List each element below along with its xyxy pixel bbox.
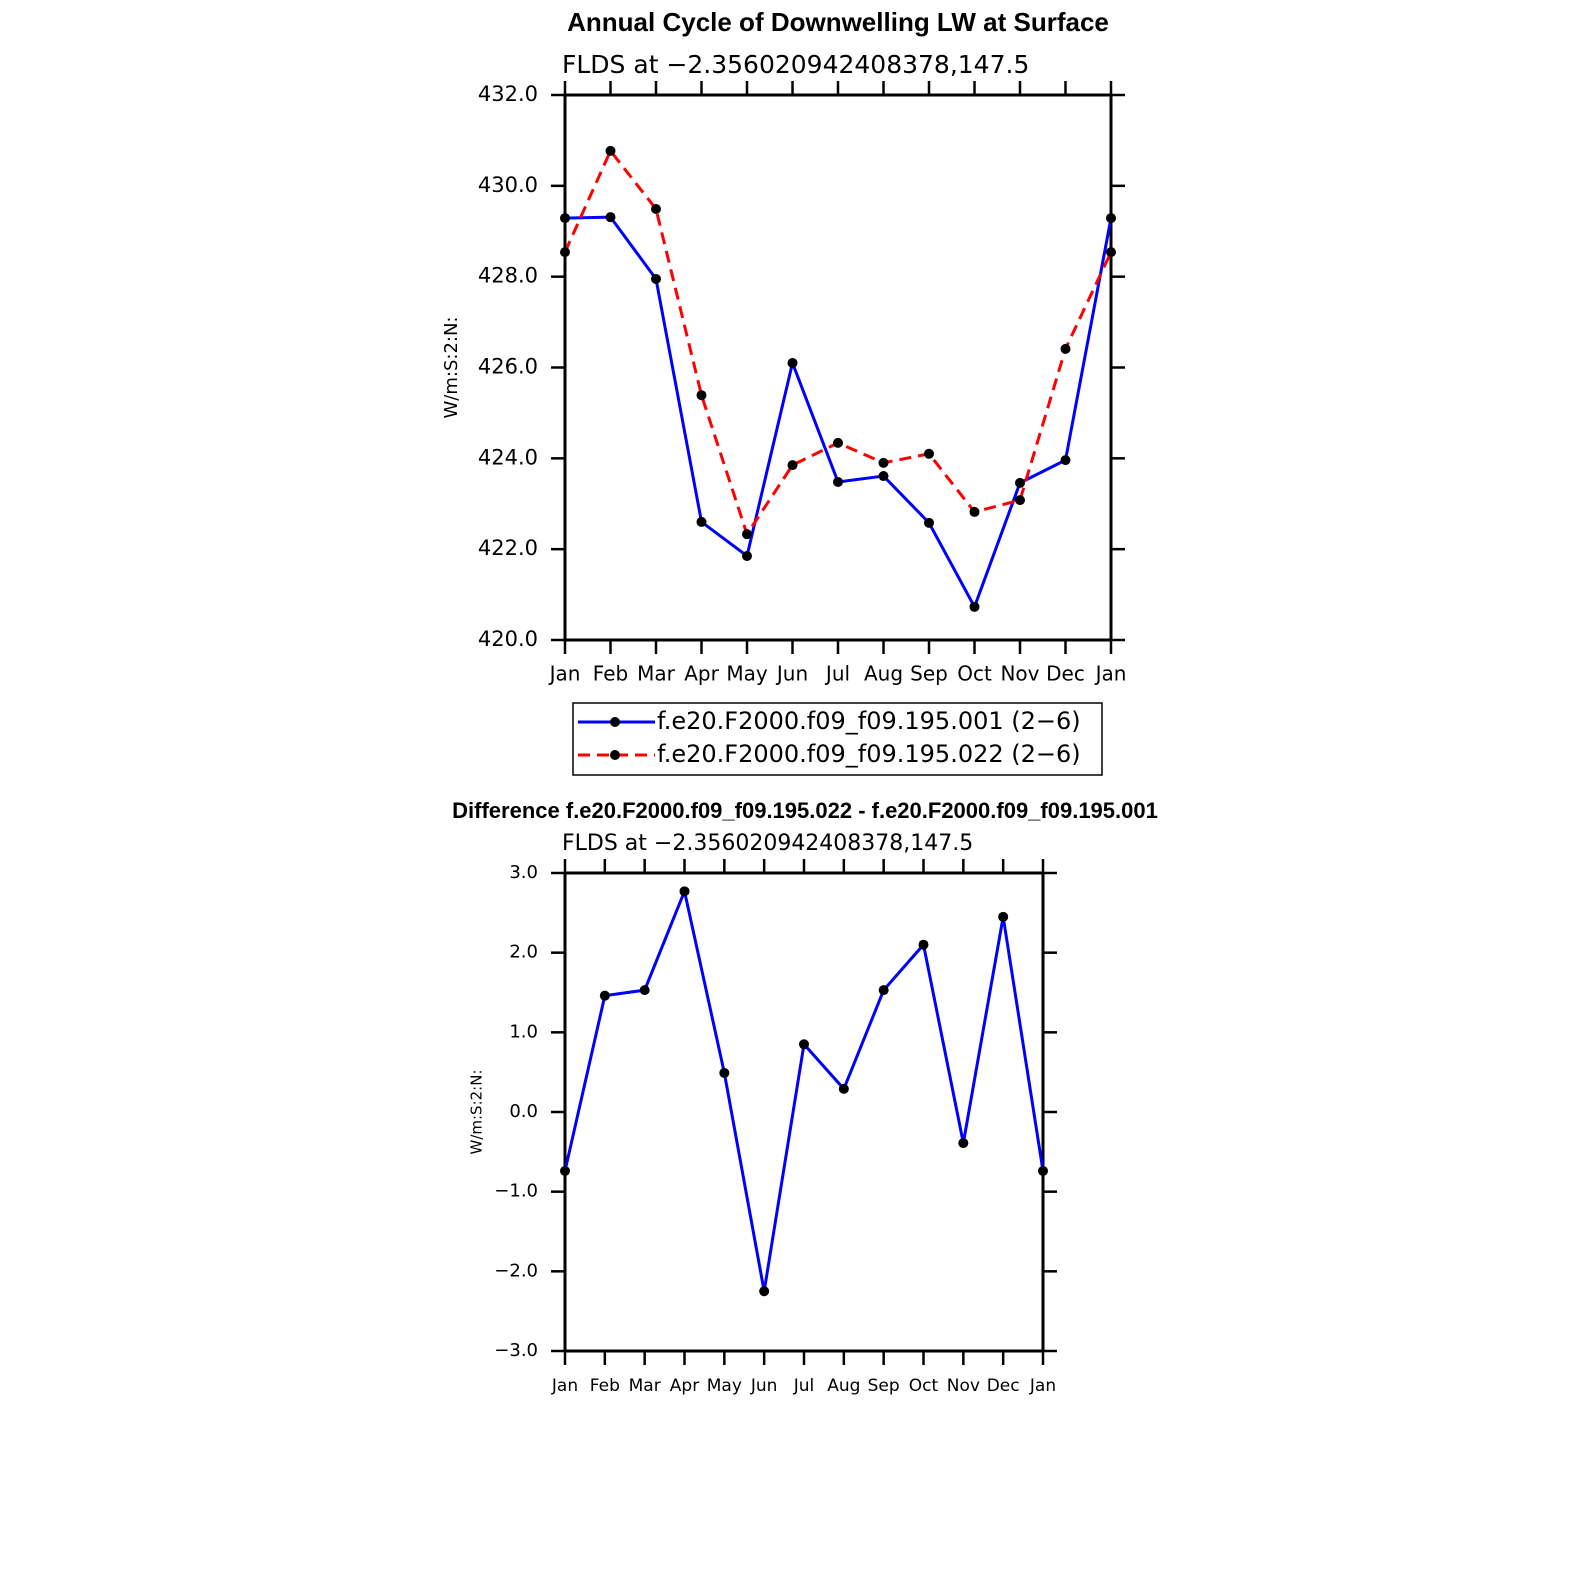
y-tick-label: 2.0: [509, 942, 538, 963]
point: [651, 203, 661, 214]
x-tick-label: Mar: [637, 662, 676, 686]
y-tick-label: 1.0: [509, 1021, 538, 1042]
point: [878, 985, 889, 996]
legend-box: [572, 702, 1103, 776]
y-axis-label: W/m:S:2:N:: [468, 1070, 486, 1155]
point: [833, 437, 843, 448]
point: [924, 448, 934, 459]
y-tick-label: 422.0: [478, 536, 538, 560]
point: [742, 529, 752, 540]
point: [799, 1039, 809, 1050]
y-tick-label: −2.0: [494, 1260, 538, 1281]
x-tick-label: Nov: [947, 1376, 980, 1396]
point: [560, 247, 570, 258]
legend-marker: [610, 717, 620, 727]
point: [651, 273, 661, 284]
point: [742, 550, 752, 561]
x-tick-label: Nov: [1000, 662, 1039, 686]
point: [878, 457, 889, 468]
point: [918, 939, 929, 950]
x-tick-label: Apr: [670, 1376, 699, 1396]
x-tick-label: Jul: [824, 662, 850, 686]
point: [696, 516, 707, 527]
chart-subtitle: FLDS at −2.356020942408378,147.5: [562, 831, 973, 856]
y-tick-label: 420.0: [478, 627, 538, 651]
y-tick-label: 428.0: [478, 264, 538, 288]
point: [719, 1067, 730, 1078]
x-tick-label: Oct: [909, 1376, 939, 1396]
chart-title: Annual Cycle of Downwelling LW at Surfac…: [567, 7, 1109, 37]
y-tick-label: 3.0: [509, 862, 538, 883]
point: [1015, 477, 1025, 488]
point: [639, 985, 650, 996]
y-axis-label: W/m:S:2:N:: [441, 317, 462, 419]
x-tick-label: Aug: [827, 1376, 860, 1396]
x-tick-label: Jan: [1094, 662, 1127, 686]
point: [878, 471, 889, 482]
point: [605, 145, 616, 156]
x-tick-label: Oct: [957, 662, 992, 686]
x-tick-label: Feb: [593, 662, 628, 686]
x-tick-label: Jan: [1029, 1376, 1056, 1396]
point: [605, 212, 616, 223]
point: [1038, 1165, 1048, 1176]
point: [679, 886, 690, 897]
chart-title: Difference f.e20.F2000.f09_f09.195.022 -…: [452, 798, 1158, 823]
point: [1106, 247, 1116, 258]
y-tick-label: 424.0: [478, 445, 538, 469]
point: [1015, 495, 1025, 506]
legend-label: f.e20.F2000.f09_f09.195.001 (2−6): [657, 707, 1081, 735]
x-tick-label: Jan: [548, 662, 581, 686]
point: [759, 1286, 770, 1297]
x-tick-label: May: [726, 662, 768, 686]
y-tick-label: −1.0: [494, 1181, 538, 1202]
point: [787, 357, 798, 368]
point: [838, 1083, 849, 1094]
series-line: [564, 215, 1113, 611]
y-tick-label: 426.0: [478, 355, 538, 379]
point: [560, 213, 570, 224]
x-tick-label: Apr: [684, 662, 719, 686]
x-tick-label: Jan: [551, 1376, 578, 1396]
point: [1060, 455, 1071, 466]
point: [599, 990, 610, 1001]
y-tick-label: 430.0: [478, 173, 538, 197]
x-tick-label: Feb: [590, 1376, 620, 1396]
x-tick-label: Sep: [910, 662, 948, 686]
x-tick-label: Jun: [750, 1376, 778, 1396]
point: [696, 390, 707, 401]
point: [958, 1138, 969, 1149]
point: [998, 911, 1009, 922]
point: [1060, 343, 1071, 354]
legend-marker: [610, 750, 620, 760]
series-line: [563, 886, 1045, 1292]
plot-frame: [563, 93, 1113, 642]
y-tick-label: −3.0: [494, 1340, 538, 1361]
y-tick-label: 432.0: [478, 82, 538, 106]
point: [787, 460, 798, 471]
point: [833, 476, 843, 487]
x-tick-label: Jul: [793, 1376, 815, 1396]
point: [560, 1165, 570, 1176]
point: [1106, 213, 1116, 224]
point: [924, 517, 934, 528]
legend-label: f.e20.F2000.f09_f09.195.022 (2−6): [657, 740, 1081, 768]
x-tick-label: Aug: [864, 662, 903, 686]
x-tick-label: Dec: [1046, 662, 1085, 686]
y-tick-label: 0.0: [509, 1101, 538, 1122]
x-tick-label: Sep: [868, 1376, 900, 1396]
plot-frame: [563, 871, 1045, 1353]
x-tick-label: Dec: [987, 1376, 1020, 1396]
point: [969, 506, 980, 517]
x-tick-label: Mar: [629, 1376, 661, 1396]
x-tick-label: Jun: [775, 662, 808, 686]
point: [969, 601, 980, 612]
chart-subtitle: FLDS at −2.356020942408378,147.5: [562, 50, 1029, 79]
x-tick-label: May: [707, 1376, 742, 1396]
